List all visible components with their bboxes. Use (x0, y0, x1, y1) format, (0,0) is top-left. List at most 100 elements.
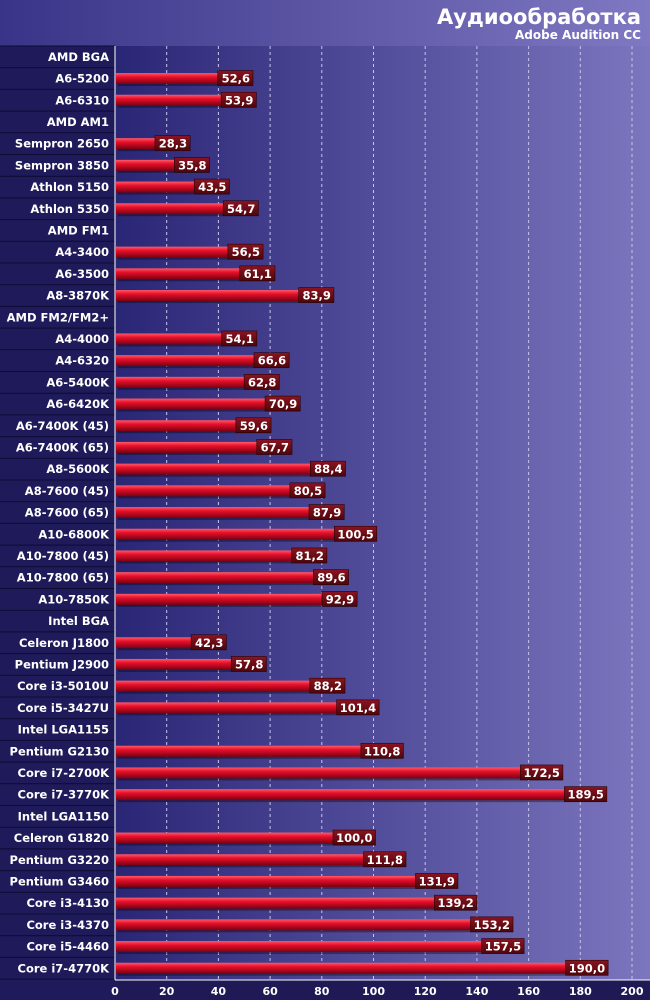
value-label-bg (313, 569, 349, 585)
group-header-label: AMD AM1 (47, 115, 109, 129)
value-label: 131,9 (419, 874, 455, 888)
value-label: 189,5 (567, 788, 603, 802)
value-label: 89,6 (317, 571, 345, 585)
bar (116, 73, 251, 85)
x-tick-label: 160 (517, 985, 540, 998)
bar (116, 333, 255, 345)
category-label: Pentium G2130 (10, 744, 109, 758)
title-band (0, 0, 650, 46)
bar (116, 572, 347, 584)
value-label: 59,6 (240, 419, 268, 433)
category-label: Core i7-2700K (18, 766, 111, 780)
category-label: Athlon 5150 (30, 180, 109, 194)
value-label: 81,2 (296, 549, 324, 563)
value-label: 83,9 (303, 289, 331, 303)
value-label-bg (222, 200, 259, 217)
category-label: A8-3870K (46, 289, 110, 303)
bar (116, 290, 332, 302)
value-label-bg (332, 829, 376, 846)
bar (116, 854, 405, 866)
category-label: A4-3400 (55, 245, 109, 259)
bar (116, 159, 208, 171)
bar (116, 637, 225, 649)
value-label: 66,6 (258, 354, 286, 368)
category-label: Core i3-4370 (26, 918, 109, 932)
value-label: 100,0 (336, 831, 372, 845)
bar (116, 463, 344, 475)
category-label: Pentium G3460 (10, 874, 109, 888)
category-label: Sempron 3850 (15, 158, 109, 172)
value-label-bg (230, 656, 267, 672)
category-label: A10-6800K (38, 527, 110, 541)
value-label-bg (289, 482, 326, 499)
category-label: Core i3-5010U (17, 679, 109, 693)
group-header-label: AMD FM1 (48, 223, 109, 237)
category-label: Pentium J2900 (15, 657, 109, 671)
bar (116, 94, 255, 106)
category-labels: AMD BGA A6-5200 A6-6310 AMD AM1 Sempron 2650… (0, 45, 115, 980)
category-label: A8-5600K (46, 462, 110, 476)
value-label: 53,9 (225, 93, 253, 107)
category-label: A10-7850K (38, 592, 110, 606)
category-label: Core i5-3427U (17, 701, 109, 715)
value-label: 54,1 (225, 332, 253, 346)
value-label-bg (564, 786, 608, 802)
value-label-bg (321, 591, 358, 607)
bar (116, 441, 291, 453)
group-header-label: Intel LGA1150 (18, 809, 109, 823)
category-label: Core i7-3770K (18, 788, 111, 802)
value-label: 190,0 (569, 961, 605, 975)
value-label-bg (243, 374, 280, 390)
value-label-bg (309, 677, 346, 694)
value-label-bg (264, 395, 301, 412)
value-label: 139,2 (437, 896, 473, 910)
bar (116, 138, 189, 150)
value-label: 57,8 (235, 657, 263, 671)
value-label: 67,7 (261, 440, 289, 454)
value-label-bg (363, 851, 407, 868)
category-label: A10-7800 (65) (17, 571, 109, 585)
bar (116, 550, 325, 562)
bar (116, 789, 605, 801)
value-label-bg (291, 547, 328, 564)
category-label: A6-7400K (65) (16, 440, 109, 454)
value-label-bg (256, 439, 293, 455)
value-label: 92,9 (326, 592, 354, 606)
value-label: 52,6 (222, 72, 250, 86)
value-label-bg (221, 330, 258, 347)
value-label: 101,4 (340, 701, 376, 715)
bar (116, 919, 512, 931)
value-label: 54,7 (227, 202, 255, 216)
group-header-label: Intel LGA1155 (18, 723, 109, 737)
value-label: 172,5 (524, 766, 560, 780)
bar (116, 832, 374, 844)
category-label: Core i3-4130 (26, 896, 109, 910)
value-label-bg (227, 243, 264, 260)
bar (116, 767, 561, 779)
x-tick-label: 180 (569, 985, 592, 998)
bar (116, 268, 273, 280)
value-label-bg (565, 959, 609, 976)
x-tick-label: 120 (414, 985, 437, 998)
bar (116, 485, 324, 497)
value-label: 80,5 (294, 484, 322, 498)
value-label: 70,9 (269, 397, 297, 411)
category-label: Core i5-4460 (26, 940, 109, 954)
value-label: 88,2 (314, 679, 342, 693)
x-tick-label: 200 (621, 985, 644, 998)
value-label: 61,1 (244, 267, 272, 281)
value-label: 28,3 (159, 137, 187, 151)
bar (116, 702, 378, 714)
value-label: 56,5 (232, 245, 260, 259)
value-label: 111,8 (367, 853, 403, 867)
x-tick-label: 40 (211, 985, 227, 998)
chart-subtitle: Adobe Audition CC (515, 28, 641, 42)
category-label: A8-7600 (45) (25, 484, 109, 498)
category-label: A10-7800 (45) (17, 549, 109, 563)
value-label-bg (235, 417, 272, 434)
bar (116, 897, 475, 909)
bars: 52,6 53,9 28,3 35,8 43,554,7 56,5 61,1 83,9 54,1… (116, 70, 609, 976)
bar (116, 658, 265, 670)
category-label: A6-5400K (46, 375, 110, 389)
